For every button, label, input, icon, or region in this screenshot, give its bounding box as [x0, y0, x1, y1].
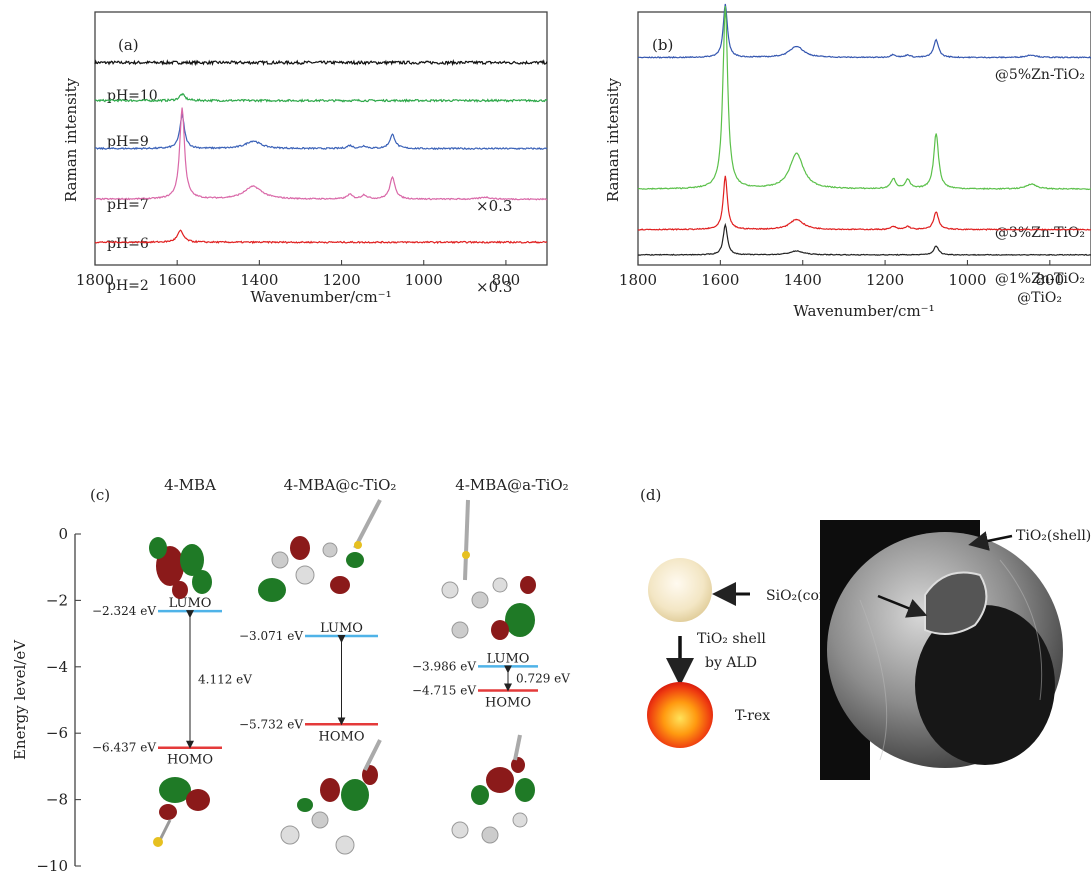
ald-label-line2: by ALD	[705, 655, 757, 671]
panel-a-series-label-4: pH=2	[107, 278, 149, 294]
panel-b-x-tick-label-1000: 1000	[948, 271, 986, 289]
ald-label-line1: TiO₂ shell	[697, 631, 766, 647]
panel-b-series-label-2: @1%Zn-TiO₂	[995, 271, 1085, 287]
panel-c-column-title-2: 4-MBA@a-TiO₂	[455, 476, 568, 494]
panel-b-frame	[637, 11, 1091, 266]
panel-b-label: (b)	[652, 36, 673, 54]
gap-label-0: 4.112 eV	[198, 672, 252, 686]
orbital-a-tio2-lumo	[441, 499, 536, 640]
panel-a-x-tick-label-1800: 1800	[76, 271, 114, 289]
panel-a-label: (a)	[118, 36, 139, 54]
panel-a-series-label-2: pH=7	[107, 197, 149, 213]
panel-d: (d) SiO₂(core) TiO₂ shell by ALD T-rex T…	[640, 486, 1091, 780]
panel-a-x-tick-label-1200: 1200	[322, 271, 360, 289]
sio2-core-sphere	[648, 558, 712, 622]
panel-a-frame	[94, 11, 548, 266]
orbital-a-tio2-homo	[451, 734, 535, 844]
homo-value-1: −5.732 eV	[239, 717, 303, 731]
orbital-4mba-homo	[153, 777, 210, 847]
homo-label-1: HOMO	[319, 729, 365, 744]
panel-c-y-tick-label-1: −2	[46, 591, 68, 609]
panel-c-y-tick-label-4: −8	[46, 791, 68, 809]
trex-sphere	[647, 682, 713, 748]
panel-c-column-title-0: 4-MBA	[164, 476, 216, 494]
panel-c-y-tick-label-3: −6	[46, 724, 68, 742]
panel-c: (c) 0 −2 −4 −6 −8 −10 Energy level/eV 4-MBA LU…	[11, 476, 570, 872]
trex-label: T-rex	[735, 708, 770, 724]
panel-b-series-label-3: @TiO₂	[1017, 290, 1062, 306]
lumo-label-2: LUMO	[487, 651, 530, 666]
panel-c-y-ticks: 0 −2 −4 −6 −8 −10	[36, 525, 81, 872]
homo-value-0: −6.437 eV	[92, 741, 156, 755]
panel-b-series-0	[637, 3, 1091, 59]
panel-c-column-title-1: 4-MBA@c-TiO₂	[284, 476, 397, 494]
panel-a-series-4	[94, 229, 548, 245]
panel-a-series-label-3: pH=6	[107, 236, 149, 252]
panel-c-y-tick-label-0: 0	[58, 525, 68, 543]
panel-b-series-label-1: @3%Zn-TiO₂	[995, 225, 1085, 241]
panel-b-series-3	[637, 222, 1091, 256]
panel-b-x-tick-label-1400: 1400	[784, 271, 822, 289]
homo-value-2: −4.715 eV	[412, 684, 476, 698]
lumo-value-2: −3.986 eV	[412, 659, 476, 673]
panel-a-x-tick-label-1000: 1000	[405, 271, 443, 289]
panel-c-y-tick-label-2: −4	[46, 658, 68, 676]
panel-a-x-tick-label-1600: 1600	[158, 271, 196, 289]
panel-a-scale-annotation-3: ×0.3	[476, 278, 512, 296]
sem-image	[820, 520, 1068, 780]
panel-c-label: (c)	[90, 486, 110, 504]
panel-b-x-tick-label-1600: 1600	[701, 271, 739, 289]
panel-a-x-ticks: 1800 1600 1400 1200 1000 800	[76, 260, 520, 289]
core-sem-pointer-arrow	[877, 594, 928, 618]
orbital-c-tio2-homo	[280, 739, 382, 855]
panel-b-x-ticks: 1800 1600 1400 1200 1000 800	[619, 260, 1064, 289]
panel-c-levels: 4-MBA LUMO HOMO −2.324 eV −6.437 eV 4.112 eV 4…	[92, 476, 570, 768]
panel-a-series-3	[94, 107, 548, 201]
panel-a-x-tick-label-800: 800	[492, 271, 521, 289]
panel-b-series: @5%Zn-TiO₂ @3%Zn-TiO₂ @1%Zn-TiO₂ @TiO₂	[637, 3, 1091, 306]
lumo-label-1: LUMO	[320, 621, 363, 636]
panel-a-series-1	[94, 92, 548, 104]
lumo-value-0: −2.324 eV	[92, 604, 156, 618]
panel-b-series-1	[637, 5, 1091, 191]
panel-b-x-tick-label-1200: 1200	[866, 271, 904, 289]
orbital-4mba-lumo	[149, 537, 212, 599]
panel-c-y-tick-label-5: −10	[36, 857, 68, 872]
panel-a-series-label-1: pH=9	[107, 134, 149, 150]
panel-b-series-2	[637, 175, 1091, 231]
lumo-label-0: LUMO	[169, 596, 212, 611]
lumo-value-1: −3.071 eV	[239, 629, 303, 643]
panel-b-y-axis-label: Raman intensity	[604, 77, 622, 202]
gap-label-2: 0.729 eV	[516, 671, 570, 685]
panel-a-scale-annotation-2: ×0.3	[476, 197, 512, 215]
homo-label-2: HOMO	[485, 696, 531, 711]
panel-b-x-axis-label: Wavenumber/cm⁻¹	[793, 302, 934, 320]
panel-a: (a) 1800 1600 1400 1200 1000 800 pH=10pH=9pH=…	[62, 11, 548, 306]
panel-a-x-axis-label: Wavenumber/cm⁻¹	[250, 288, 391, 306]
panel-b-series-label-0: @5%Zn-TiO₂	[995, 67, 1085, 83]
panel-a-y-axis-label: Raman intensity	[62, 77, 80, 202]
panel-d-label: (d)	[640, 486, 661, 504]
panel-a-x-tick-label-1400: 1400	[240, 271, 278, 289]
panel-a-series-0	[94, 59, 548, 67]
panel-b-x-tick-label-1800: 1800	[619, 271, 657, 289]
panel-a-series-2	[94, 112, 548, 151]
panel-c-y-axis-label: Energy level/eV	[11, 639, 29, 760]
homo-label-0: HOMO	[167, 753, 213, 768]
panel-b: (b) 1800 1600 1400 1200 1000 800 @5%Zn-TiO₂ @3…	[604, 3, 1091, 320]
shell-label: TiO₂(shell)	[1016, 528, 1091, 544]
orbital-c-tio2-lumo	[258, 499, 382, 602]
panel-b-x-tick-label-800: 800	[1035, 271, 1064, 289]
shell-pointer-arrow	[968, 531, 1013, 551]
